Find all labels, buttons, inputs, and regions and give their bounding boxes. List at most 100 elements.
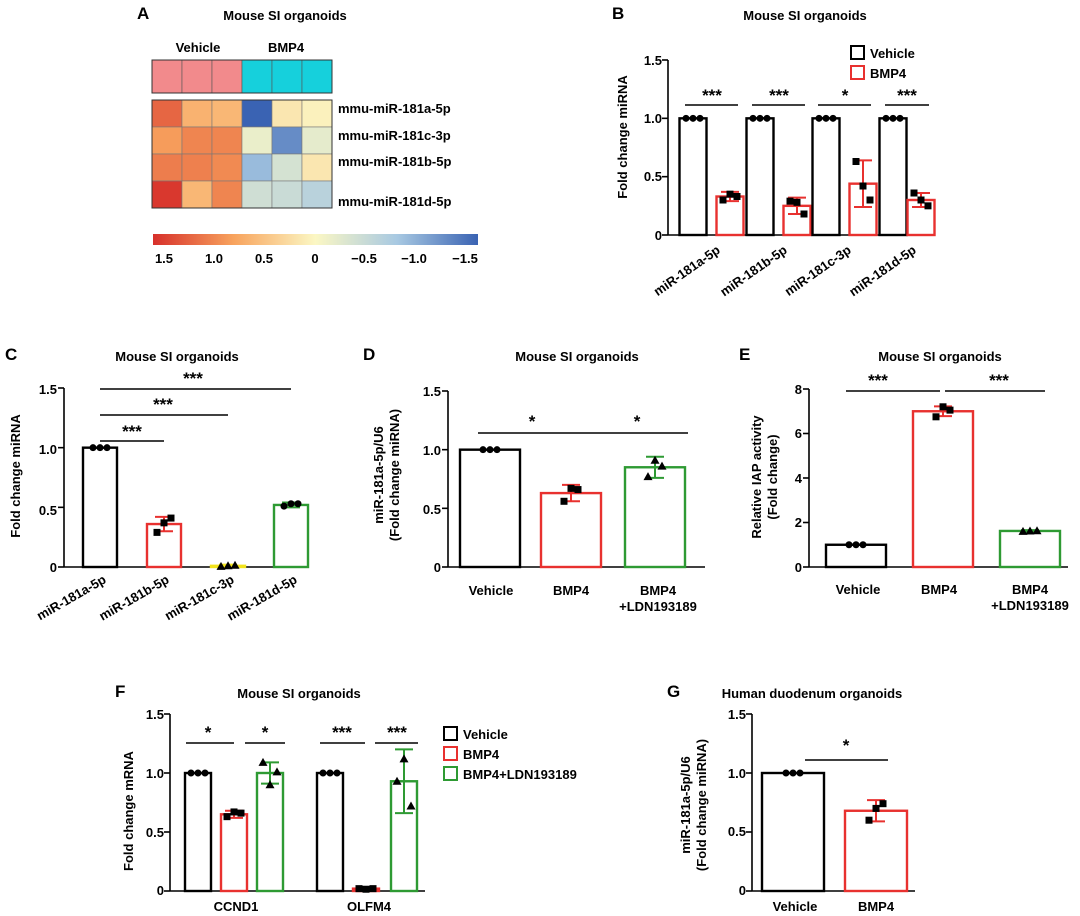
data-point bbox=[852, 541, 860, 549]
heatmap-cell bbox=[211, 153, 243, 182]
y-tick-label: 4 bbox=[795, 471, 803, 486]
y-tick-label: 1.5 bbox=[423, 384, 441, 399]
y-tick-label: 1.0 bbox=[39, 442, 57, 457]
data-point bbox=[326, 769, 334, 777]
bar bbox=[315, 771, 345, 893]
data-point bbox=[89, 444, 97, 452]
heatmap-cell bbox=[301, 180, 333, 209]
heatmap-cell bbox=[181, 126, 213, 155]
legend-swatch-bmp4-ldn193189 bbox=[443, 766, 458, 781]
panel-b-bars bbox=[662, 59, 936, 237]
data-point bbox=[696, 114, 704, 122]
panel-d-ylabel: miR-181a-5p/U6 bbox=[371, 426, 386, 524]
y-tick-label: 0.5 bbox=[728, 824, 746, 839]
panel-b-axes: 0 0.5 1.0 1.5 bbox=[644, 53, 662, 243]
data-point bbox=[479, 446, 487, 454]
x-category-label: miR-181a-5p bbox=[651, 242, 723, 299]
x-category-label: +LDN193189 bbox=[991, 598, 1069, 613]
significance-label: *** bbox=[332, 723, 352, 742]
heatmap-cell bbox=[241, 153, 273, 182]
bar bbox=[81, 446, 119, 569]
heatmap-cell bbox=[151, 99, 183, 128]
heatmap-cell bbox=[211, 180, 243, 209]
bar bbox=[458, 448, 522, 569]
legend-label: Vehicle bbox=[463, 727, 508, 742]
data-point bbox=[1025, 526, 1035, 535]
data-point bbox=[924, 202, 932, 210]
significance-label: * bbox=[843, 736, 850, 755]
y-tick-label: 2 bbox=[795, 515, 802, 530]
panel-a-title: Mouse SI organoids bbox=[223, 8, 347, 23]
data-point bbox=[355, 885, 363, 893]
heatmap-row-label: mmu-miR-181d-5p bbox=[338, 194, 451, 209]
x-category-label: Vehicle bbox=[773, 899, 818, 914]
data-point bbox=[103, 444, 111, 452]
data-point bbox=[896, 114, 904, 122]
x-category-label: miR-181c-3p bbox=[162, 572, 237, 624]
data-point bbox=[657, 461, 667, 470]
bar bbox=[811, 117, 841, 237]
data-point bbox=[265, 780, 275, 789]
bar bbox=[272, 503, 310, 569]
legend-label: BMP4+LDN193189 bbox=[463, 767, 577, 782]
data-point bbox=[486, 446, 494, 454]
panel-c-title: Mouse SI organoids bbox=[115, 349, 239, 364]
panel-d-title: Mouse SI organoids bbox=[515, 349, 639, 364]
panel-c-bars bbox=[58, 387, 310, 570]
panel-f-title: Mouse SI organoids bbox=[237, 686, 361, 701]
data-point bbox=[756, 114, 764, 122]
y-tick-label: 0.5 bbox=[146, 825, 164, 840]
data-point bbox=[882, 114, 890, 122]
x-category-label: BMP4 bbox=[858, 899, 895, 914]
data-point bbox=[294, 500, 302, 508]
data-point bbox=[560, 497, 568, 505]
heatmap-cell bbox=[271, 126, 303, 155]
y-tick-label: 1.0 bbox=[423, 443, 441, 458]
data-point bbox=[567, 484, 575, 492]
y-tick-label: 6 bbox=[795, 426, 802, 441]
legend-label: BMP4 bbox=[870, 66, 907, 81]
significance-label: *** bbox=[122, 422, 142, 441]
data-point bbox=[800, 210, 808, 218]
heatmap-cell bbox=[271, 99, 303, 128]
panel-b-ylabel: Fold change miRNA bbox=[615, 75, 630, 199]
data-point bbox=[789, 769, 797, 777]
data-point bbox=[939, 403, 947, 411]
significance-label: *** bbox=[769, 86, 789, 105]
panel-b-legend: Vehicle BMP4 bbox=[850, 45, 915, 81]
colorbar-tick: 0 bbox=[311, 251, 318, 266]
heatmap-group-bar bbox=[151, 59, 333, 94]
data-point bbox=[865, 816, 873, 824]
x-category-label: OLFM4 bbox=[347, 899, 392, 914]
significance-label: *** bbox=[702, 86, 722, 105]
data-point bbox=[362, 885, 370, 893]
significance-label: * bbox=[205, 723, 212, 742]
y-tick-label: 0.5 bbox=[644, 169, 662, 184]
y-tick-label: 8 bbox=[795, 382, 802, 397]
heatmap-colorbar bbox=[153, 234, 478, 245]
x-category-label: miR-181a-5p bbox=[34, 572, 109, 624]
data-point bbox=[230, 560, 240, 569]
heatmap-group-cell bbox=[151, 59, 183, 94]
bar bbox=[998, 529, 1062, 569]
colorbar-tick: −1.0 bbox=[401, 251, 427, 266]
y-tick-label: 1.5 bbox=[39, 382, 57, 397]
significance-label: * bbox=[262, 723, 269, 742]
panel-e-title: Mouse SI organoids bbox=[878, 349, 1002, 364]
panel-g: G Human duodenum organoids miR-181a-5p/U… bbox=[667, 682, 915, 914]
data-point bbox=[682, 114, 690, 122]
y-tick-label: 0.5 bbox=[423, 502, 441, 517]
panel-g-ylabel: (Fold change miRNA) bbox=[694, 739, 709, 871]
panel-f-ylabel: Fold change mRNA bbox=[121, 750, 136, 871]
heatmap-cell bbox=[241, 180, 273, 209]
y-tick-label: 0 bbox=[655, 228, 662, 243]
panel-b-title: Mouse SI organoids bbox=[743, 8, 867, 23]
data-point bbox=[167, 514, 175, 522]
data-point bbox=[793, 198, 801, 206]
data-point bbox=[733, 193, 741, 200]
y-tick-label: 1.5 bbox=[146, 707, 164, 722]
panel-g-bars bbox=[746, 713, 915, 893]
x-category-label: miR-181d-5p bbox=[224, 572, 299, 624]
colorbar-tick: −0.5 bbox=[351, 251, 377, 266]
